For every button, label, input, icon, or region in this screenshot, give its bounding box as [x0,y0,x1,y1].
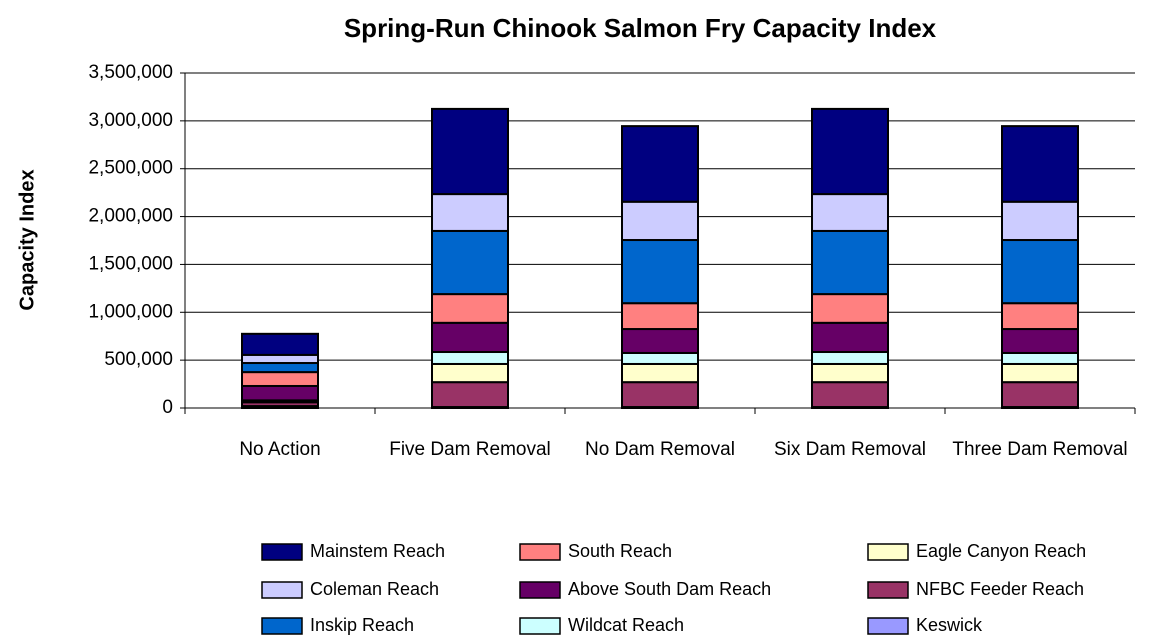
bar-segment [431,381,509,409]
bar-segment [241,332,319,356]
y-tick-label: 1,000,000 [88,301,173,322]
bar-segment [431,107,509,196]
bar-segment [811,193,889,232]
bar-segment [431,351,509,365]
legend-label: Coleman Reach [310,579,439,599]
y-tick-label: 2,000,000 [88,206,173,227]
bar-segment [1001,351,1079,365]
legend-label: Eagle Canyon Reach [916,541,1086,561]
bar-segment [621,302,699,331]
legend-swatch [867,581,909,599]
bar-segment [431,193,509,232]
bar-segment [1001,328,1079,354]
bar-segment [1001,362,1079,384]
legend-swatch [519,617,561,635]
legend-swatch [261,617,303,635]
bar-segment [1001,239,1079,305]
bar-segment [621,239,699,305]
bar-segment [241,353,319,365]
legend-label: Inskip Reach [310,615,414,635]
x-tick-label: No Action [239,439,320,460]
x-tick-label: Three Dam Removal [952,439,1127,460]
bar-segment [621,125,699,203]
x-tick-label: Six Dam Removal [774,439,926,460]
y-tick-label: 0 [162,397,173,418]
y-axis-label: Capacity Index [16,169,38,310]
bar-segment [1001,381,1079,409]
legend-swatch [519,543,561,561]
legend-label: Wildcat Reach [568,615,684,635]
x-tick-label: No Dam Removal [585,439,735,460]
bar-segment [621,200,699,242]
bar-segment [811,351,889,365]
legend-label: South Reach [568,541,672,561]
bar-segment [811,362,889,384]
bar-segment [621,351,699,365]
bar-segment [1001,125,1079,203]
chart-title: Spring-Run Chinook Salmon Fry Capacity I… [344,13,937,43]
legend-label: Above South Dam Reach [568,579,771,599]
bar-segment [241,362,319,374]
bar-segment [431,321,509,354]
x-tick-label: Five Dam Removal [389,439,551,460]
legend-swatch [261,581,303,599]
bar-segment [1001,302,1079,331]
y-tick-label: 1,500,000 [88,253,173,274]
y-tick-label: 500,000 [104,349,173,370]
bar-segment [811,293,889,324]
legend-swatch [867,543,909,561]
legend-swatch [519,581,561,599]
y-tick-label: 3,500,000 [88,62,173,83]
bar-segment [431,293,509,324]
legend-label: NFBC Feeder Reach [916,579,1084,599]
legend-swatch [867,617,909,635]
legend-swatch [261,543,303,561]
bar-segment [431,362,509,384]
bar-segment [811,229,889,296]
legend-label: Keswick [916,615,983,635]
bar-segment [621,362,699,384]
bar-segment [621,381,699,409]
y-tick-label: 2,500,000 [88,158,173,179]
bar-segment [241,384,319,402]
bar-segment [241,371,319,387]
bar-segment [811,321,889,354]
bar-segment [621,328,699,354]
bar-segment [811,381,889,409]
y-tick-label: 3,000,000 [88,110,173,131]
legend-label: Mainstem Reach [310,541,445,561]
bar-segment [431,229,509,296]
bar-segment [1001,200,1079,242]
bar-segment [811,107,889,196]
